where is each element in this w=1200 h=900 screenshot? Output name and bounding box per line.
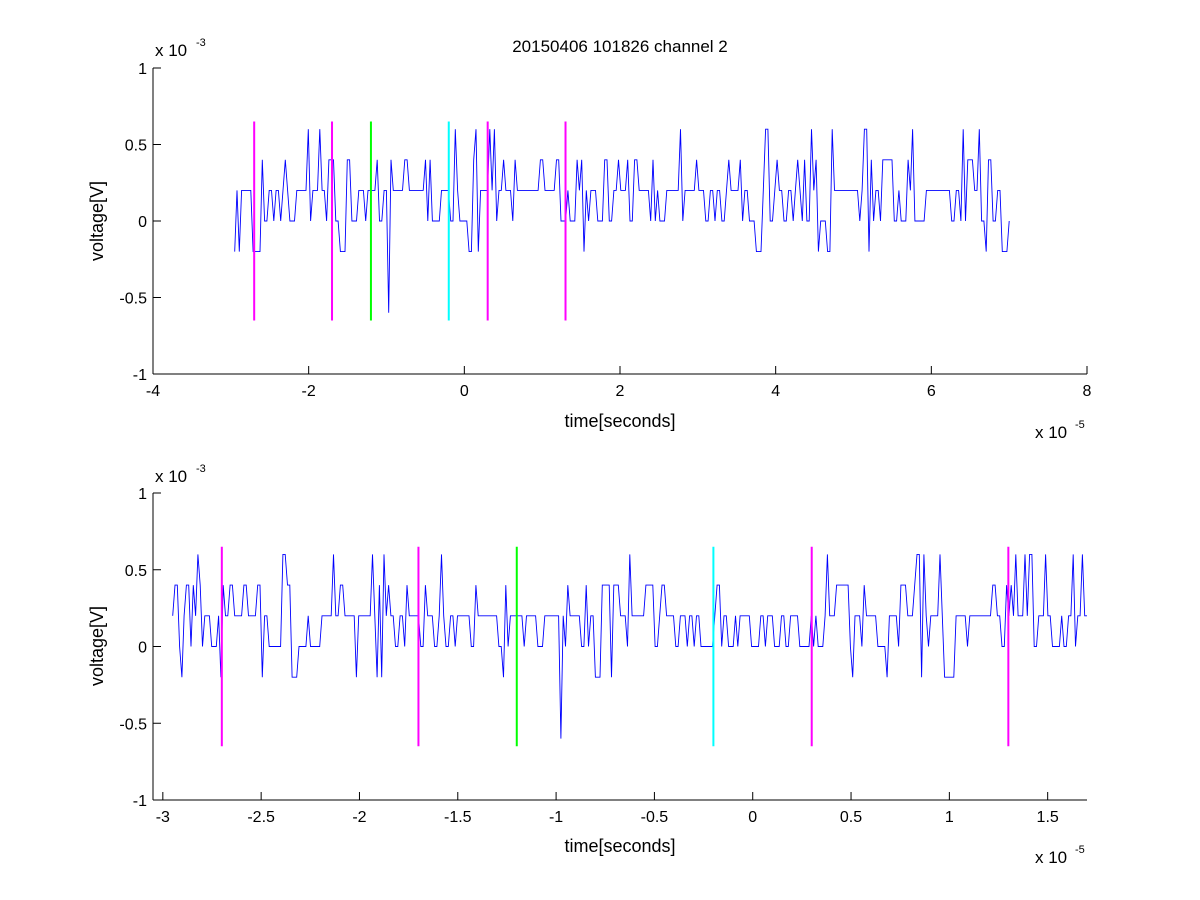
top-x-tick-label: -4	[146, 383, 160, 400]
top-y-tick-label: 1	[138, 61, 147, 78]
bottom-x-tick-label: -2	[352, 809, 366, 826]
bottom-x-tick-label: 0.5	[840, 809, 862, 826]
top-x-tick-label: 0	[460, 383, 469, 400]
bottom-x-tick-label: 1.5	[1037, 809, 1059, 826]
bottom-plot-y-exponent: x 10 -3	[155, 463, 206, 486]
top-x-exponent-base: x 10	[1035, 423, 1067, 442]
top-x-tick-label: -2	[302, 383, 316, 400]
top-plot-xlabel: time[seconds]	[564, 411, 675, 431]
top-y-exponent-base: x 10	[155, 41, 187, 60]
top-y-tick-label: -0.5	[119, 291, 147, 308]
bottom-y-exponent-power: -3	[196, 463, 206, 475]
bottom-x-tick-label: -1.5	[444, 809, 472, 826]
bottom-y-tick-label: 0.5	[125, 563, 147, 580]
top-x-tick-label: 6	[927, 383, 936, 400]
top-plot-title: 20150406 101826 channel 2	[512, 37, 728, 56]
bottom-y-tick-label: -1	[133, 793, 147, 810]
top-x-tick-label: 2	[616, 383, 625, 400]
bottom-y-tick-label: -0.5	[119, 716, 147, 733]
top-plot: 20150406 101826 channel 2 time[seconds] …	[87, 37, 1092, 442]
bottom-plot: time[seconds] voltage[V] x 10 -3 x 10 -5…	[87, 463, 1087, 867]
top-signal-line	[234, 128, 1010, 313]
bottom-y-exponent-base: x 10	[155, 467, 187, 486]
bottom-x-tick-label: 1	[945, 809, 954, 826]
top-plot-y-exponent: x 10 -3	[155, 37, 206, 60]
top-y-tick-label: -1	[133, 367, 147, 384]
top-x-tick-label: 8	[1083, 383, 1092, 400]
top-x-exponent-power: -5	[1075, 419, 1085, 431]
bottom-y-tick-label: 0	[138, 640, 147, 657]
top-y-tick-label: 0	[138, 214, 147, 231]
bottom-signal-line	[172, 553, 1087, 739]
top-x-tick-label: 4	[771, 383, 780, 400]
top-plot-ylabel: voltage[V]	[87, 181, 107, 261]
bottom-plot-axes: -3 -2.5 -2 -1.5 -1 -0.5 0 0.5 1 1.5 -1 -0.5 0 0.5 1	[119, 486, 1087, 826]
top-y-exponent-power: -3	[196, 37, 206, 49]
top-plot-x-exponent: x 10 -5	[1035, 419, 1085, 442]
bottom-x-tick-label: -1	[549, 809, 563, 826]
bottom-x-tick-label: -2.5	[247, 809, 275, 826]
bottom-plot-xlabel: time[seconds]	[564, 836, 675, 856]
bottom-x-tick-label: 0	[748, 809, 757, 826]
bottom-x-tick-label: -3	[156, 809, 170, 826]
bottom-plot-ylabel: voltage[V]	[87, 606, 107, 686]
bottom-plot-x-exponent: x 10 -5	[1035, 844, 1085, 867]
top-plot-axes: -4 -2 0 2 4 6 8 -1 -0.5 0 0.5 1	[119, 61, 1091, 400]
bottom-x-exponent-power: -5	[1075, 844, 1085, 856]
bottom-x-exponent-base: x 10	[1035, 848, 1067, 867]
bottom-x-tick-label: -0.5	[641, 809, 669, 826]
bottom-y-tick-label: 1	[138, 486, 147, 503]
top-y-tick-label: 0.5	[125, 138, 147, 155]
